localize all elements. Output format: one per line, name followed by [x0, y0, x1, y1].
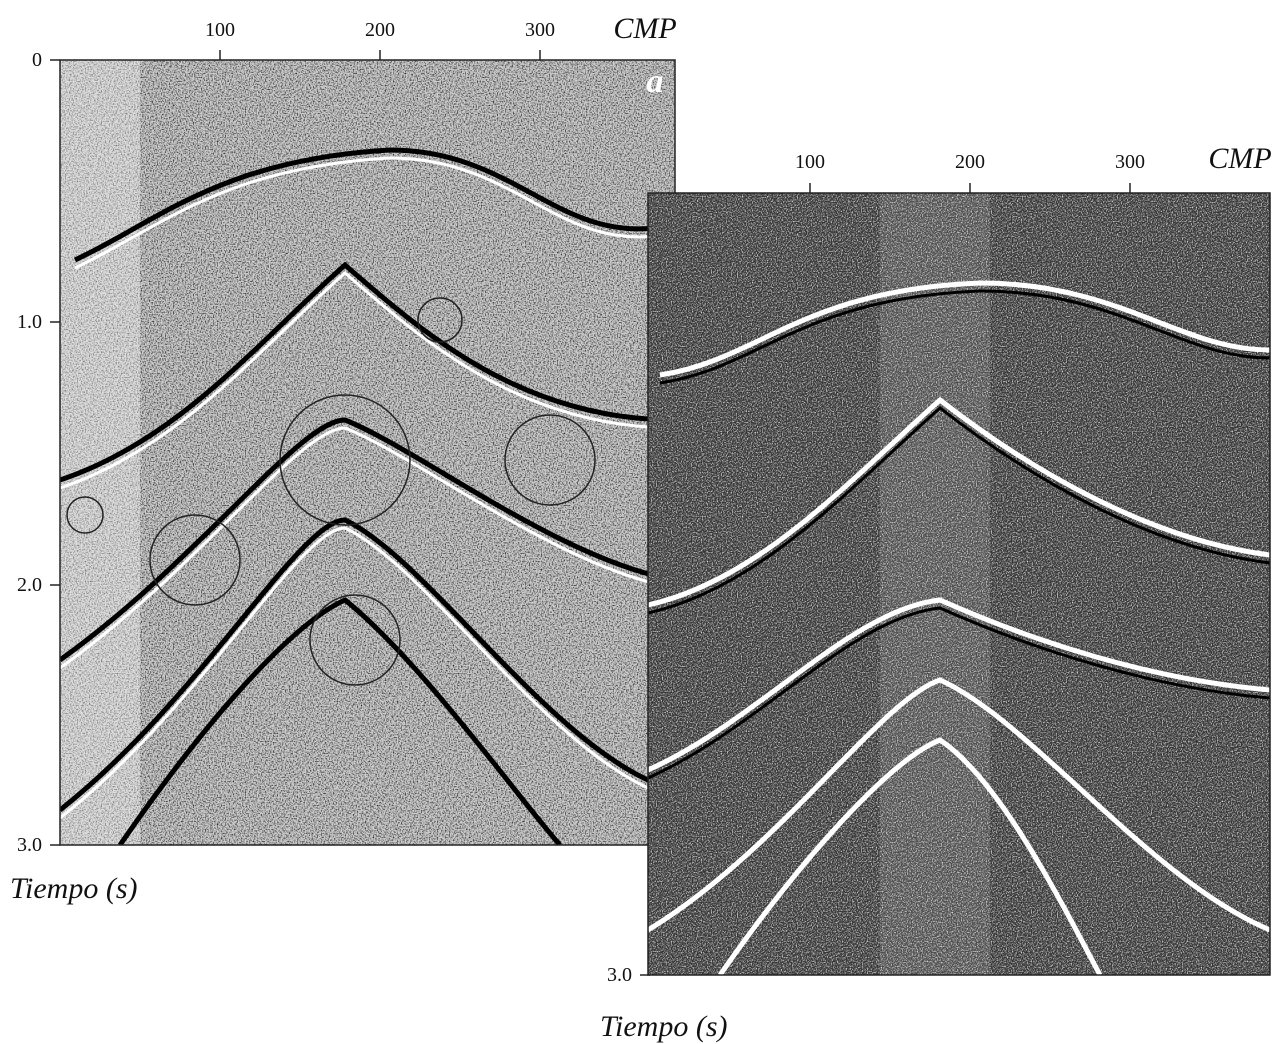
x-tick-label: 100 [205, 19, 235, 41]
x-axis-label: CMP [1208, 142, 1271, 175]
x-tick-label: 300 [525, 19, 555, 41]
x-tick-label: 200 [365, 19, 395, 41]
y-tick-label: 3.0 [17, 834, 42, 856]
shade [60, 60, 140, 845]
x-tick-label: 200 [955, 151, 985, 173]
y-tick-label: 0 [32, 49, 42, 71]
panel-letter: a [647, 63, 664, 100]
x-axis-label: CMP [613, 12, 676, 45]
shade [880, 193, 990, 975]
section-frame [647, 192, 1271, 976]
y-tick-label: 2.0 [17, 574, 42, 596]
y-axis-label: Tiempo (s) [600, 1010, 728, 1043]
panel-a: a CMP Tiempo (s) [10, 12, 677, 905]
panel-b: CMP Tiempo (s) [600, 142, 1272, 1043]
x-tick-label: 300 [1115, 151, 1145, 173]
y-axis-label: Tiempo (s) [10, 872, 138, 905]
y-tick-label: 1.0 [17, 311, 42, 333]
y-tick-label: 3.0 [607, 964, 632, 986]
x-tick-label: 100 [795, 151, 825, 173]
reflectors [648, 280, 1270, 975]
reflectors [60, 147, 675, 845]
